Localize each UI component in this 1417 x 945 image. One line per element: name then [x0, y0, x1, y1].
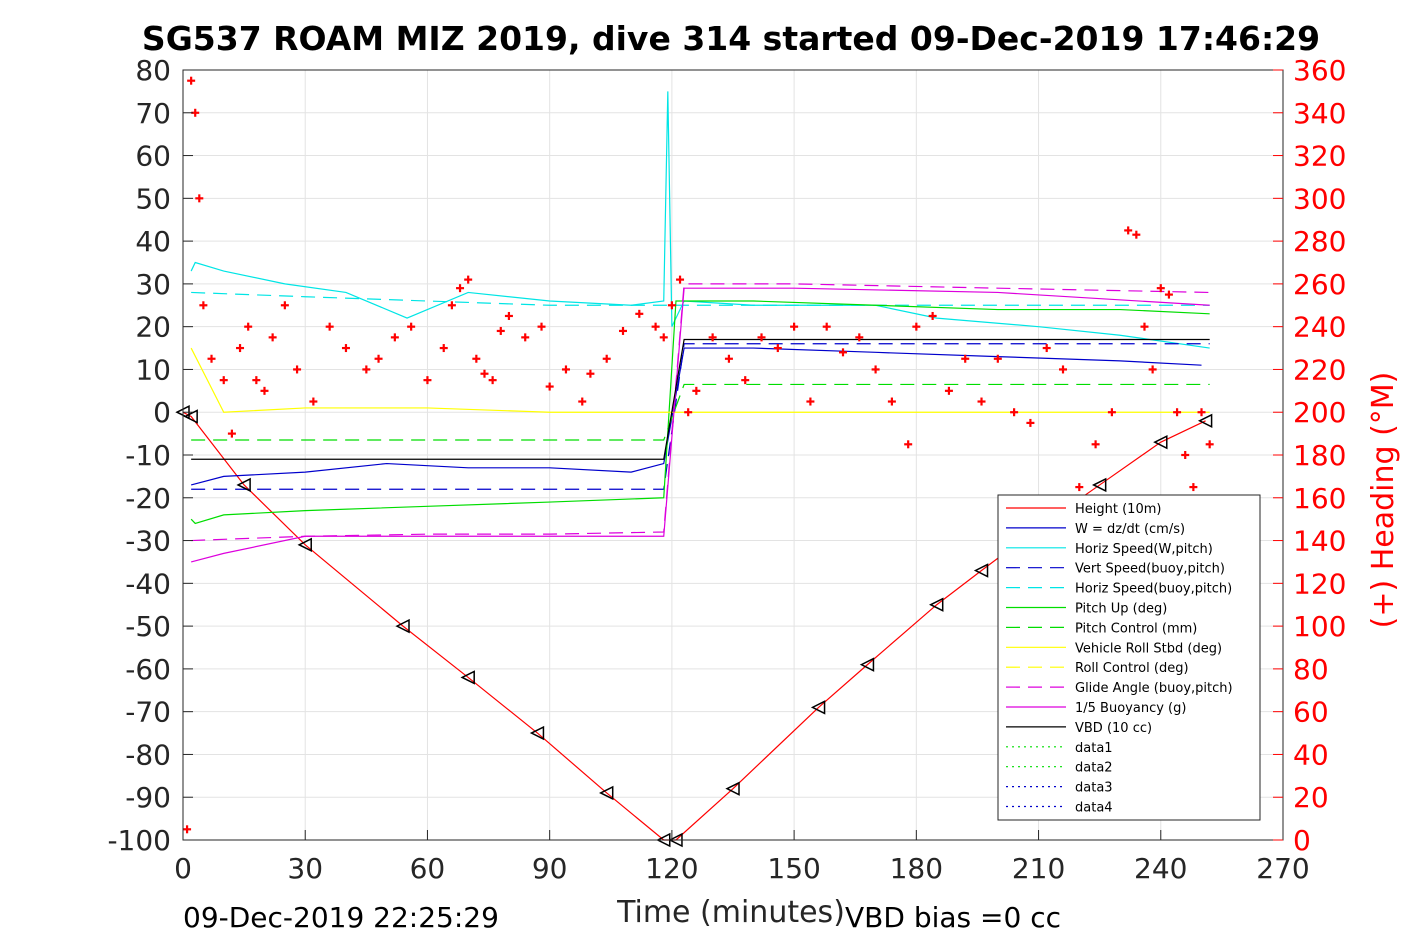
y2-tick-label: 280	[1293, 225, 1346, 258]
legend-label: VBD (10 cc)	[1075, 721, 1152, 736]
y2-tick-label: 340	[1293, 97, 1346, 130]
y-tick-label: 80	[135, 54, 171, 87]
legend-label: Vert Speed(buoy,pitch)	[1075, 562, 1225, 577]
y-tick-label: -50	[125, 610, 171, 643]
legend-label: data4	[1075, 801, 1113, 816]
x-tick-label: 30	[287, 852, 323, 885]
legend-label: Roll Control (deg)	[1075, 661, 1189, 676]
y-tick-label: 70	[135, 97, 171, 130]
depth-marker	[973, 563, 989, 578]
depth-marker	[1153, 434, 1168, 450]
y-tick-label: -60	[125, 653, 171, 686]
x-tick-label: 90	[532, 852, 568, 885]
marker-layer	[175, 76, 1214, 848]
y2-tick-label: 140	[1293, 525, 1346, 558]
axes: 0 30 60 90 120 150 180 210 240 270 80 70 60 50 40 30 20 1…	[107, 54, 1346, 885]
x-tick-label: 240	[1134, 852, 1187, 885]
y-tick-label: -20	[125, 482, 171, 515]
y2-tick-label: 0	[1293, 824, 1311, 857]
y-tick-label: -70	[125, 696, 171, 729]
y2-tick-label: 60	[1293, 696, 1329, 729]
legend-label: Pitch Up (deg)	[1075, 602, 1167, 617]
depth-marker	[395, 618, 410, 634]
series-line	[190, 287, 1210, 563]
depth-marker	[236, 477, 251, 493]
footer-timestamp: 09-Dec-2019 22:25:29	[183, 901, 499, 934]
y2-tick-label: 260	[1293, 268, 1346, 301]
y-tick-label: 0	[153, 396, 171, 429]
y-tick-label: 30	[135, 268, 171, 301]
legend-label: Glide Angle (buoy,pitch)	[1075, 681, 1233, 696]
y-tick-label: 50	[135, 182, 171, 215]
x-tick-label: 180	[890, 852, 943, 885]
series-line	[191, 291, 1210, 306]
series-line	[190, 91, 1210, 349]
y-tick-label: -80	[125, 738, 171, 771]
y-tick-label: 10	[135, 353, 171, 386]
legend-label: Pitch Control (mm)	[1075, 621, 1197, 636]
y-tick-label: 20	[135, 311, 171, 344]
y2-tick-label: 20	[1293, 781, 1329, 814]
x-tick-label: 0	[174, 852, 192, 885]
depth-marker	[859, 657, 875, 672]
legend-label: 1/5 Buoyancy (g)	[1075, 701, 1186, 716]
y2-tick-label: 320	[1293, 140, 1346, 173]
x-tick-label: 60	[410, 852, 446, 885]
legend-label: data1	[1075, 741, 1113, 756]
y-tick-label: -100	[107, 824, 171, 857]
depth-marker	[1091, 477, 1107, 493]
legend-label: W = dz/dt (cm/s)	[1075, 522, 1185, 537]
x-tick-label: 210	[1012, 852, 1065, 885]
y2-tick-label: 120	[1293, 567, 1346, 600]
y2-tick-label: 200	[1293, 396, 1346, 429]
y-tick-label: -30	[125, 525, 171, 558]
y2-axis-label: (+) Heading (°M)	[1366, 372, 1401, 629]
depth-marker	[810, 700, 826, 715]
series-line	[191, 338, 1210, 460]
y2-tick-label: 180	[1293, 439, 1346, 472]
y2-tick-label: 240	[1293, 311, 1346, 344]
footer-vbd-bias: VBD bias =0 cc	[845, 901, 1061, 934]
y2-tick-label: 80	[1293, 653, 1329, 686]
x-tick-label: 120	[645, 852, 698, 885]
y-tick-label: 60	[135, 140, 171, 173]
y2-tick-label: 360	[1293, 54, 1346, 87]
depth-marker	[725, 781, 740, 796]
chart-title: SG537 ROAM MIZ 2019, dive 314 started 09…	[142, 19, 1320, 58]
y-tick-label: -90	[125, 781, 171, 814]
y-tick-label: 40	[135, 225, 171, 258]
series-line	[190, 300, 1210, 525]
depth-marker	[599, 785, 614, 801]
legend-label: Height (10m)	[1075, 502, 1161, 517]
x-tick-label: 270	[1256, 852, 1309, 885]
depth-marker	[183, 409, 198, 424]
y-tick-label: -40	[125, 567, 171, 600]
legend-box	[997, 494, 1261, 821]
depth-marker	[929, 597, 944, 612]
y2-tick-label: 100	[1293, 610, 1346, 643]
legend-label: data3	[1075, 781, 1113, 796]
series-line	[190, 347, 1210, 413]
x-tick-label: 150	[767, 852, 820, 885]
y2-tick-label: 160	[1293, 482, 1346, 515]
legend-label: Horiz Speed(W,pitch)	[1075, 542, 1213, 557]
y-tick-label: -10	[125, 439, 171, 472]
legend: Height (10m) W = dz/dt (cm/s) Horiz Speed(…	[997, 494, 1261, 821]
series-line	[191, 383, 1210, 441]
y2-tick-label: 220	[1293, 353, 1346, 386]
y2-tick-label: 40	[1293, 738, 1329, 771]
legend-label: Vehicle Roll Stbd (deg)	[1075, 641, 1222, 656]
y2-tick-label: 300	[1293, 182, 1346, 215]
series-line	[190, 347, 1202, 486]
depth-marker	[1197, 413, 1213, 428]
legend-label: Horiz Speed(buoy,pitch)	[1075, 582, 1232, 597]
series-line	[191, 343, 1210, 490]
depth-marker	[460, 670, 475, 685]
legend-label: data2	[1075, 761, 1113, 776]
x-axis-label: Time (minutes)	[616, 895, 845, 930]
depth-marker	[297, 537, 312, 553]
depth-marker	[529, 725, 545, 741]
